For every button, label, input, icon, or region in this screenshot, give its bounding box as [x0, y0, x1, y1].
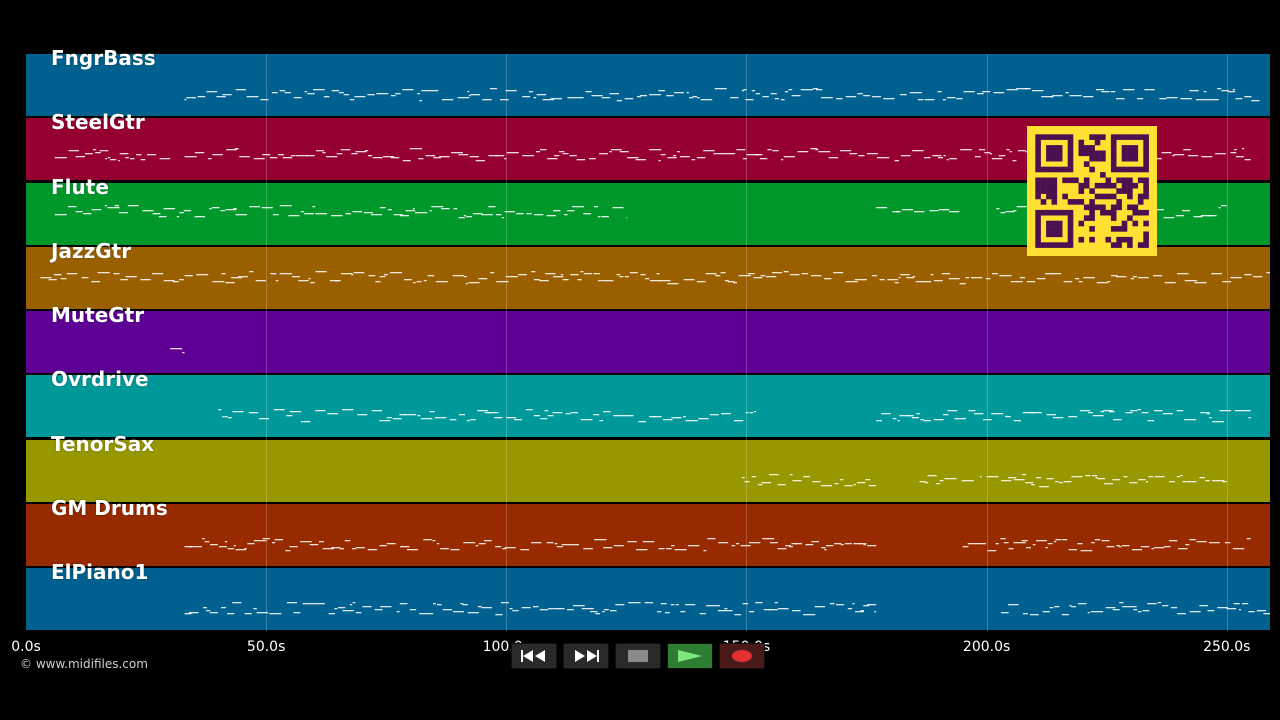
rewind-icon: [521, 650, 545, 662]
track-name: TenorSax: [51, 431, 155, 456]
stop-icon: [628, 650, 648, 662]
track-lane: ElPiano1: [26, 560, 1270, 630]
track-notes: [218, 409, 1251, 423]
fast-forward-icon: [575, 650, 599, 662]
fast-forward-button[interactable]: [563, 643, 609, 669]
play-button[interactable]: [667, 643, 713, 669]
track-lane: TenorSax: [26, 432, 1270, 502]
track-lane: FngrBass: [26, 46, 1270, 116]
record-button[interactable]: [719, 643, 765, 669]
time-tick-label: 200.0s: [962, 639, 1011, 655]
track-name: ElPiano1: [51, 560, 149, 584]
copyright-notice: © www.midifiles.com: [20, 657, 148, 671]
track-name: JazzGtr: [51, 238, 132, 263]
rewind-button[interactable]: [511, 643, 557, 669]
track-name: GM Drums: [51, 495, 168, 520]
track-lane: JazzGtr: [26, 239, 1270, 309]
track-notes: [184, 602, 1270, 616]
qr-code: [1027, 126, 1157, 256]
track-name: FngrBass: [51, 46, 156, 70]
play-icon: [678, 650, 702, 662]
track-name: Ovrdrive: [51, 367, 149, 392]
track-notes: [40, 270, 1270, 285]
track-notes: [741, 473, 1227, 487]
track-lane: Ovrdrive: [26, 367, 1270, 438]
track-lane: GM Drums: [26, 496, 1270, 566]
track-name: Flute: [51, 174, 109, 199]
piano-roll: FngrBass SteelGtr Flute JazzGtr MuteGtr Ovrdr…: [26, 46, 1270, 632]
track-notes: [184, 88, 1260, 102]
track-notes: [184, 537, 1251, 552]
track-name: MuteGtr: [51, 303, 145, 327]
time-tick-label: 0.0s: [11, 639, 41, 655]
transport-controls: [511, 643, 765, 669]
stop-button[interactable]: [615, 643, 661, 669]
record-icon: [732, 650, 752, 662]
time-tick-label: 50.0s: [246, 639, 286, 655]
track-name: SteelGtr: [51, 110, 145, 135]
track-notes: [170, 348, 185, 354]
track-lane: MuteGtr: [26, 303, 1270, 373]
time-tick-label: 250.0s: [1203, 639, 1251, 655]
